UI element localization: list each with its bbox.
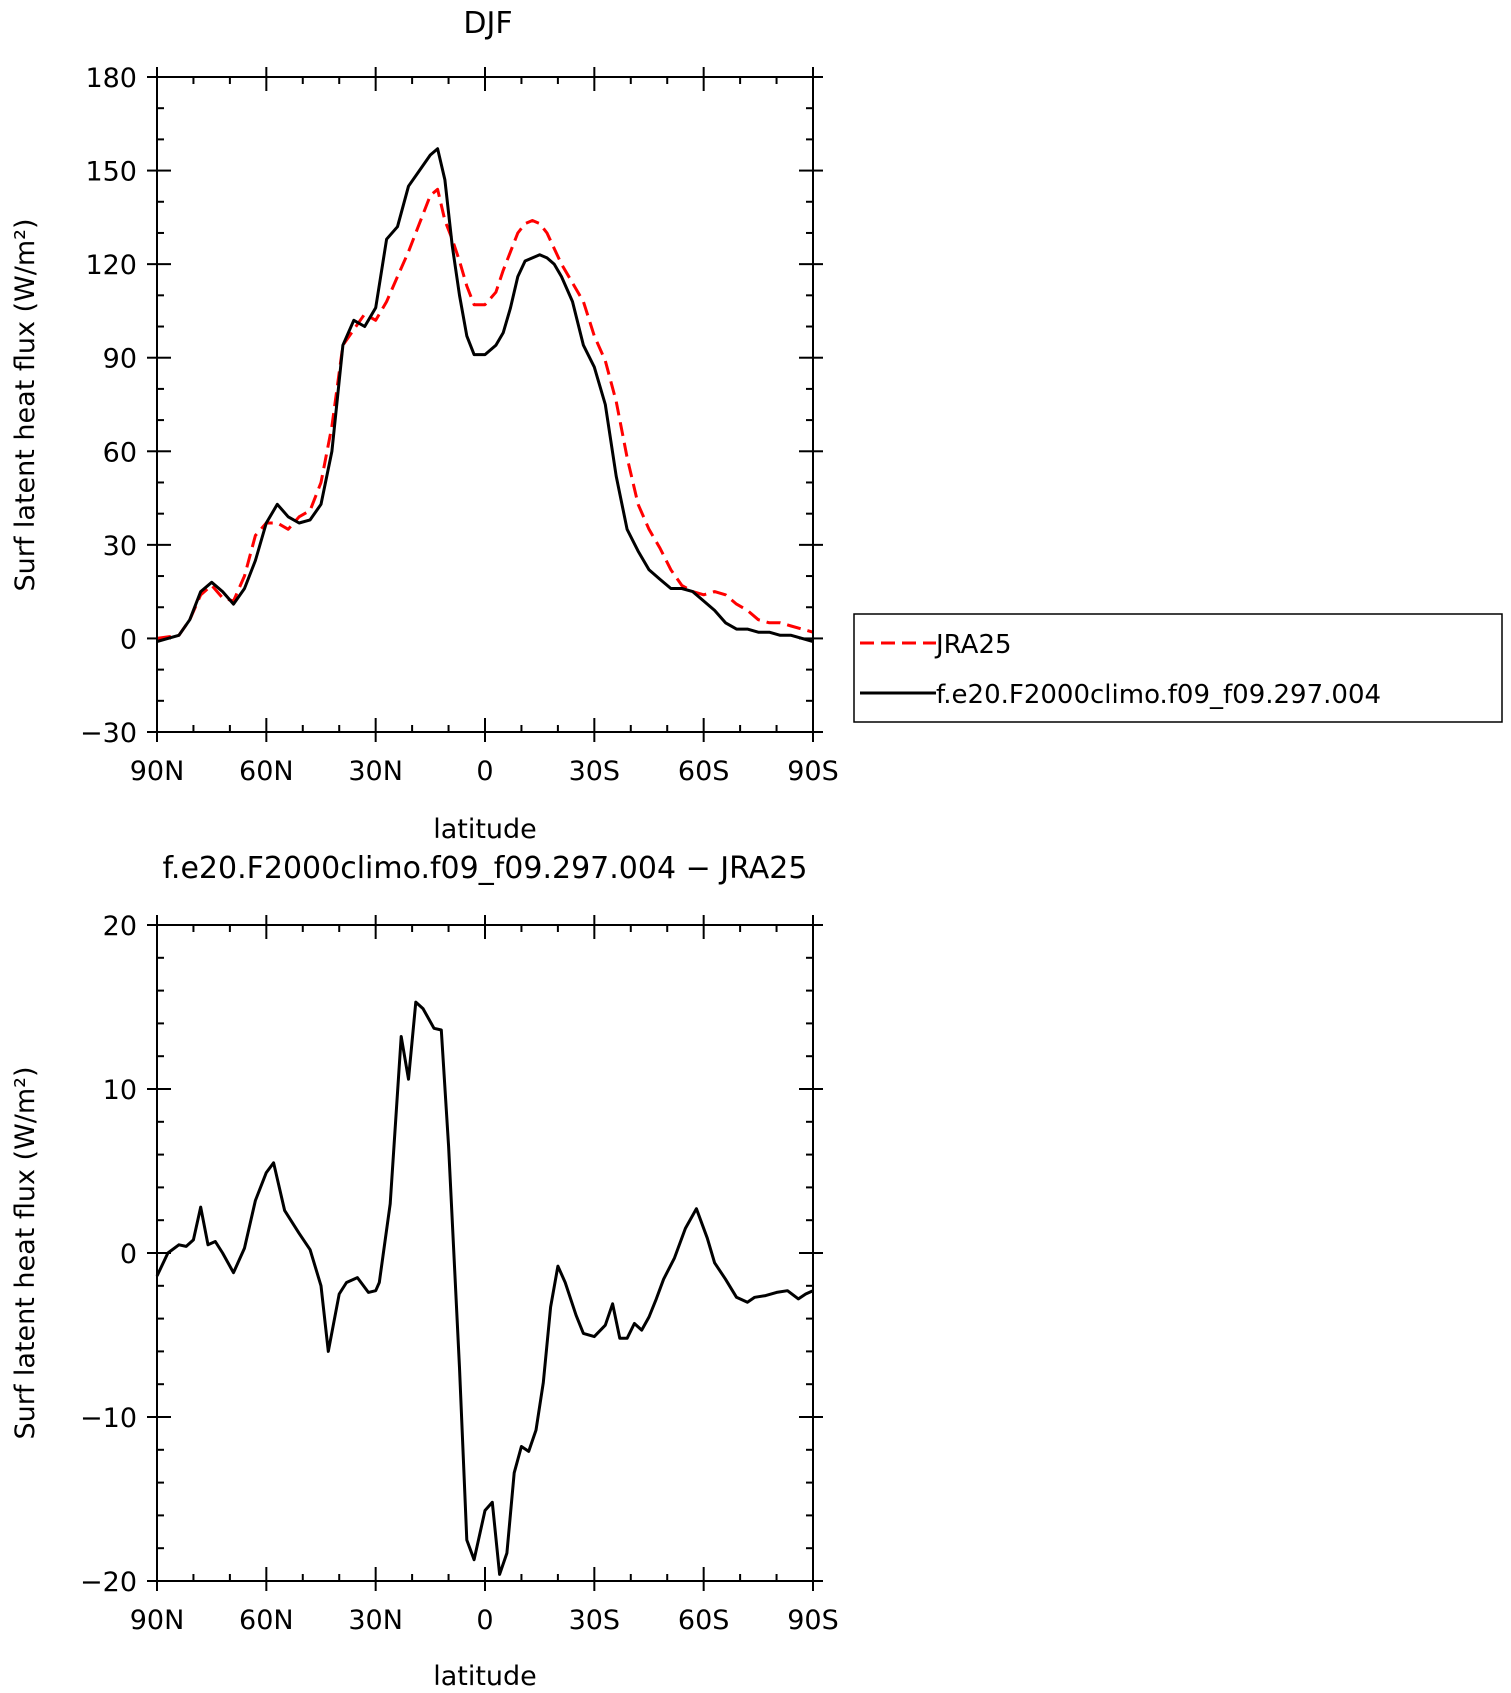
y-tick-label: 20 <box>103 911 137 942</box>
top-chart-ticks <box>147 67 823 742</box>
x-tick-label: 60N <box>239 756 294 787</box>
top-chart-plot-frame <box>156 76 814 733</box>
y-tick-label: 10 <box>103 1075 137 1106</box>
bottom-chart: f.e20.F2000climo.f09_f09.297.004 − JRA25… <box>10 851 839 1692</box>
x-tick-label: 90S <box>787 1605 839 1636</box>
x-tick-label: 90N <box>130 756 185 787</box>
bottom-chart-plot-frame <box>156 924 814 1582</box>
x-tick-label: 60S <box>678 1605 730 1636</box>
x-tick-label: 90N <box>130 1605 185 1636</box>
series-line-jra25 <box>156 187 814 640</box>
x-tick-label: 30S <box>569 1605 621 1636</box>
top-chart: DJF 90N 60N 30N 0 30S 60S 90S −30 0 30 60 90 120 150… <box>10 6 1503 845</box>
bottom-chart-x-tick-labels: 90N 60N 30N 0 30S 60S 90S <box>130 1605 839 1636</box>
y-tick-label: 0 <box>120 1239 137 1270</box>
legend-label-jra25: JRA25 <box>934 630 1012 660</box>
top-chart-x-tick-labels: 90N 60N 30N 0 30S 60S 90S <box>130 756 839 787</box>
top-chart-title: DJF <box>463 6 512 41</box>
bottom-chart-ylabel: Surf latent heat flux (W/m²) <box>10 1066 41 1439</box>
series-line-difference <box>155 1000 814 1576</box>
x-tick-label: 0 <box>476 756 493 787</box>
x-tick-label: 0 <box>476 1605 493 1636</box>
y-tick-label: 150 <box>85 157 137 188</box>
y-tick-label: −10 <box>80 1403 137 1434</box>
x-tick-label: 60S <box>678 756 730 787</box>
y-tick-label: 90 <box>103 344 137 375</box>
top-chart-legend: JRA25 f.e20.F2000climo.f09_f09.297.004 <box>853 613 1503 723</box>
x-tick-label: 30S <box>569 756 621 787</box>
legend-entry-model: f.e20.F2000climo.f09_f09.297.004 <box>860 680 1381 710</box>
y-tick-label: 120 <box>85 250 137 281</box>
y-tick-label: −30 <box>80 718 137 749</box>
y-tick-label: 60 <box>103 437 137 468</box>
top-chart-ylabel: Surf latent heat flux (W/m²) <box>10 218 41 591</box>
legend-box <box>853 613 1503 723</box>
x-tick-label: 30N <box>348 756 403 787</box>
y-tick-label: −20 <box>80 1567 137 1598</box>
top-chart-y-tick-labels: −30 0 30 60 90 120 150 180 <box>80 63 137 749</box>
legend-label-model: f.e20.F2000climo.f09_f09.297.004 <box>936 680 1381 710</box>
y-tick-label: 180 <box>85 63 137 94</box>
x-tick-label: 60N <box>239 1605 294 1636</box>
legend-entry-jra25: JRA25 <box>860 630 1012 660</box>
bottom-chart-ticks <box>147 915 823 1591</box>
bottom-chart-title: f.e20.F2000climo.f09_f09.297.004 − JRA25 <box>163 851 808 886</box>
y-tick-label: 0 <box>120 624 137 655</box>
bottom-chart-series <box>155 1000 814 1576</box>
y-tick-label: 30 <box>103 531 137 562</box>
series-line-f-e20-f2000climo-f09-f09-297-004 <box>156 147 814 643</box>
x-tick-label: 90S <box>787 756 839 787</box>
bottom-chart-y-tick-labels: −20 −10 0 10 20 <box>80 911 137 1598</box>
top-chart-xlabel: latitude <box>433 814 537 845</box>
top-chart-series <box>156 147 814 643</box>
bottom-chart-xlabel: latitude <box>433 1661 537 1692</box>
x-tick-label: 30N <box>348 1605 403 1636</box>
